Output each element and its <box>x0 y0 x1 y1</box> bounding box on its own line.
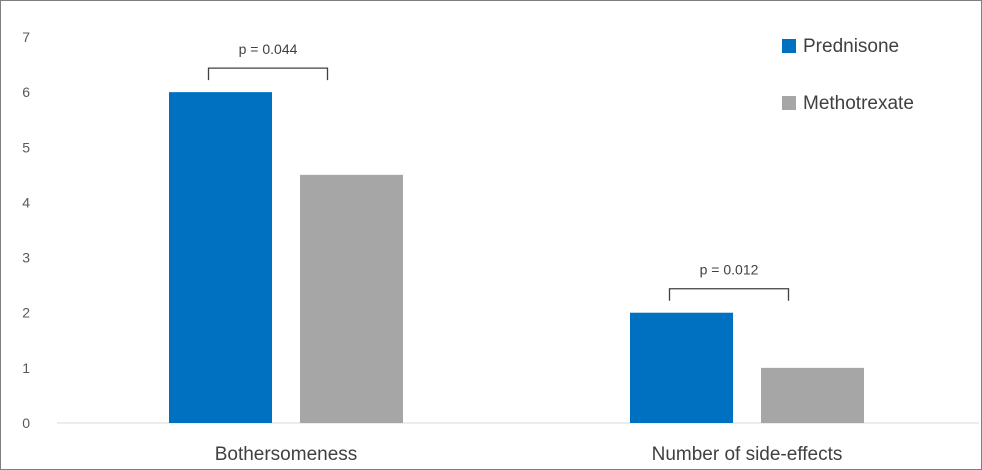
p-value-label: p = 0.044 <box>239 41 298 57</box>
y-tick-label: 6 <box>22 84 30 100</box>
significance-bracket <box>668 288 790 301</box>
y-tick-label: 3 <box>22 250 30 266</box>
legend-swatch-prednisone <box>782 39 796 53</box>
x-category-label: Bothersomeness <box>215 444 358 465</box>
significance-bracket <box>207 67 329 81</box>
legend-swatch-methotrexate <box>782 96 796 110</box>
y-tick-label: 2 <box>22 305 30 321</box>
x-axis-labels: Bothersomeness Number of side-effects <box>215 444 843 465</box>
bar-methotrexate-0 <box>300 174 403 423</box>
p-value-label: p = 0.012 <box>700 262 759 278</box>
legend-label-prednisone: Prednisone <box>803 36 899 57</box>
legend-label-methotrexate: Methotrexate <box>803 93 914 114</box>
bars <box>169 92 864 424</box>
x-category-label: Number of side-effects <box>652 444 843 465</box>
y-tick-label: 4 <box>22 194 30 210</box>
y-tick-label: 1 <box>22 360 30 376</box>
y-axis-ticks: 0 1 2 3 4 5 6 7 <box>22 29 30 431</box>
y-tick-label: 0 <box>22 415 30 431</box>
y-tick-label: 7 <box>22 29 30 45</box>
bar-prednisone-1 <box>630 312 733 423</box>
legend: Prednisone Methotrexate <box>782 36 914 114</box>
y-tick-label: 5 <box>22 139 30 155</box>
p-value-annotations: p = 0.044 p = 0.012 <box>207 41 790 301</box>
bar-prednisone-0 <box>169 92 272 424</box>
bar-methotrexate-1 <box>761 367 864 423</box>
